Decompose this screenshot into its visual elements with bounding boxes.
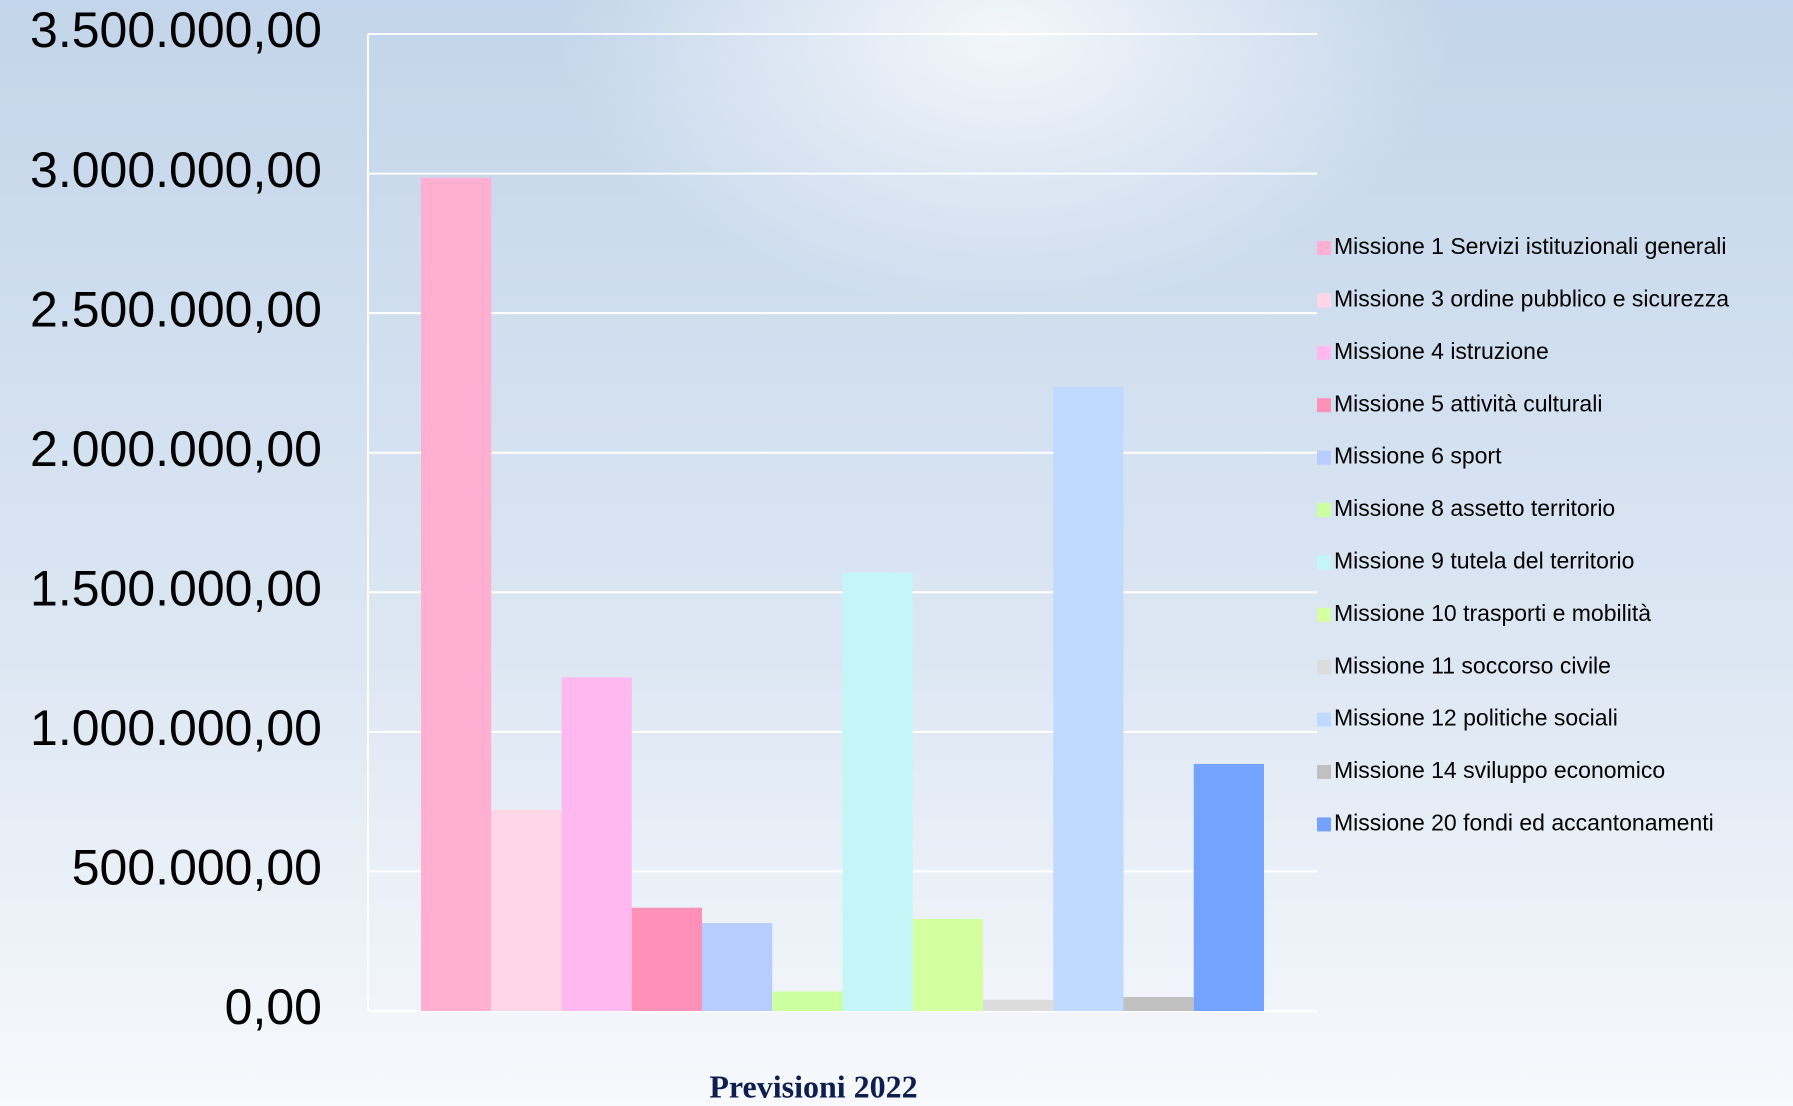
bar [561, 677, 632, 1011]
legend-swatch [1317, 503, 1331, 517]
legend-label: Missione 8 assetto territorio [1334, 495, 1615, 521]
legend-swatch [1317, 398, 1331, 413]
y-tick-label: 3.500.000,00 [30, 2, 322, 58]
legend-swatch [1317, 293, 1331, 308]
bar [631, 907, 702, 1011]
legend-swatch [1317, 241, 1331, 255]
legend-label: Missione 10 trasporti e mobilità [1334, 600, 1651, 626]
legend-swatch [1317, 607, 1331, 622]
legend-label: Missione 20 fondi ed accantonamenti [1334, 809, 1714, 835]
bar [491, 810, 562, 1011]
y-tick-label: 2.000.000,00 [30, 421, 322, 477]
y-tick-label: 1.000.000,00 [30, 700, 322, 756]
y-tick-label: 1.500.000,00 [30, 560, 322, 616]
bar [842, 572, 913, 1011]
x-tick-label: Previsioni 2022 [709, 1068, 917, 1104]
legend-swatch [1317, 817, 1331, 832]
bar [912, 918, 983, 1011]
y-tick-label: 0,00 [225, 979, 322, 1035]
legend-label: Missione 6 sport [1334, 443, 1502, 469]
legend-label: Missione 5 attività culturali [1334, 390, 1602, 416]
y-tick-label: 500.000,00 [72, 840, 322, 896]
legend-label: Missione 9 tutela del territorio [1334, 547, 1634, 573]
legend-label: Missione 11 soccorso civile [1334, 652, 1611, 678]
legend-label: Missione 3 ordine pubblico e sicurezza [1334, 285, 1729, 311]
legend-label: Missione 1 Servizi istituzionali general… [1334, 233, 1726, 259]
legend-swatch [1317, 765, 1331, 779]
y-tick-label: 2.500.000,00 [30, 281, 322, 337]
bar [983, 999, 1054, 1011]
legend-swatch [1317, 555, 1331, 570]
legend-label: Missione 14 sviluppo economico [1334, 757, 1665, 783]
bar [1053, 387, 1124, 1011]
legend-label: Missione 12 politiche sociali [1334, 705, 1618, 731]
bar [772, 991, 843, 1011]
bar [1123, 997, 1194, 1011]
legend-swatch [1317, 345, 1331, 360]
legend-swatch [1317, 712, 1331, 727]
legend-swatch [1317, 450, 1331, 465]
bar [421, 177, 492, 1012]
y-tick-label: 3.000.000,00 [30, 142, 322, 198]
bar [702, 923, 773, 1011]
legend-swatch [1317, 660, 1331, 675]
legend-label: Missione 4 istruzione [1334, 338, 1549, 364]
bar [1193, 763, 1264, 1011]
